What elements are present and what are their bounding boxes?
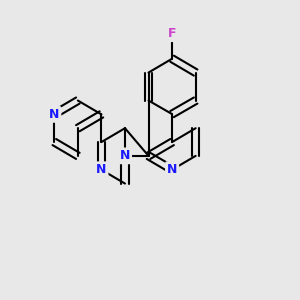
- Text: F: F: [168, 27, 176, 40]
- Text: N: N: [49, 108, 59, 121]
- Text: N: N: [120, 149, 130, 162]
- Text: N: N: [96, 163, 106, 176]
- Text: N: N: [167, 163, 177, 176]
